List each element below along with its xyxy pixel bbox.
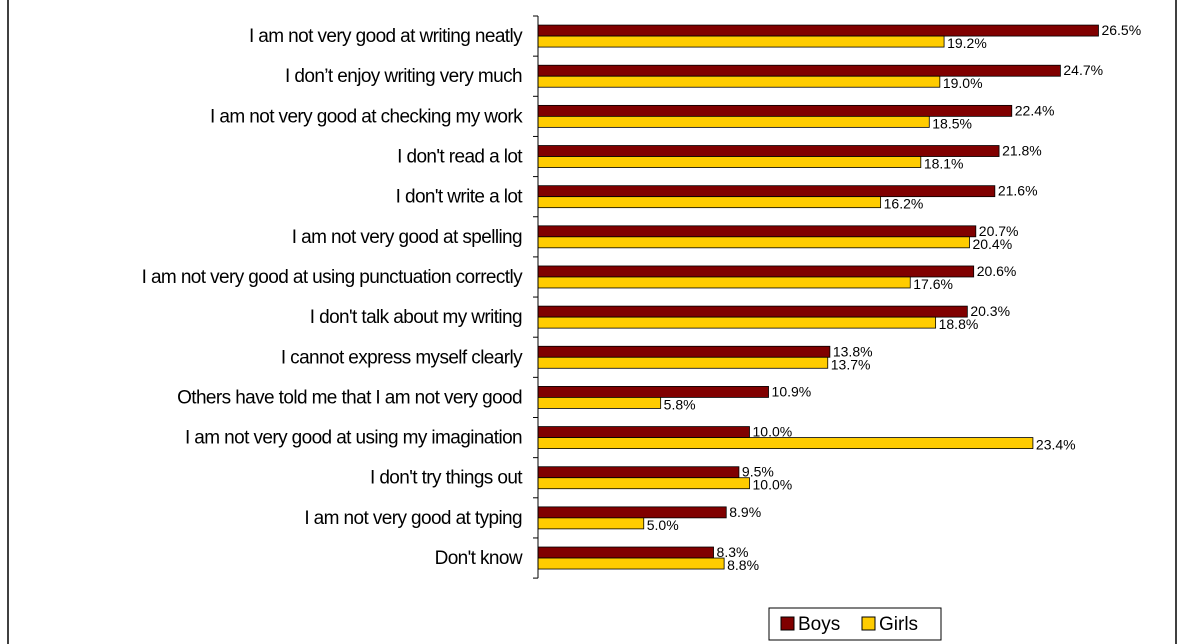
value-labels-layer: 26.5% 19.2% 24.7% 19.0% 22.4% 18.5% 21.8% 18.1%… [647,22,1141,573]
value-label-boys: 26.5% [1101,22,1141,38]
value-label-girls: 16.2% [884,196,924,212]
category-label: I am not very good at spelling [292,227,522,248]
category-label: I am not very good at using my imaginati… [185,428,522,449]
category-label: I don’t enjoy writing very much [285,66,522,87]
category-label: I am not very good at typing [304,508,522,529]
legend-label-boys: Boys [798,614,840,635]
value-label-girls: 8.8% [727,557,759,573]
legend-box [768,607,942,641]
bar-boys [537,225,977,238]
legend-swatch-girls [861,616,876,631]
value-label-girls: 10.0% [753,477,793,493]
value-label-girls: 13.7% [831,356,871,372]
category-label: I don't talk about my writing [310,307,522,328]
bar-girls [537,276,911,289]
bar-girls [537,356,829,369]
bar-girls [537,236,970,249]
bar-boys [537,24,1099,37]
y-axis [533,15,539,579]
value-label-boys: 22.4% [1015,102,1055,118]
bar-boys [537,426,750,438]
bar-boys [537,506,727,519]
bar-boys [537,386,769,398]
bar-girls [537,316,937,329]
legend-label-girls: Girls [879,614,918,635]
bar-boys [537,546,714,559]
bar-boys [537,185,996,198]
category-label: I am not very good at using punctuation … [142,267,523,288]
value-label-girls: 5.0% [647,517,679,533]
value-label-boys: 8.9% [729,504,761,520]
value-label-boys: 21.6% [998,183,1038,199]
value-label-boys: 21.8% [1002,143,1042,159]
value-label-boys: 20.7% [979,223,1019,239]
legend-swatch-boys [780,616,795,631]
value-label-boys: 24.7% [1063,62,1103,78]
value-label-girls: 19.0% [943,75,983,91]
value-label-boys: 13.8% [833,343,873,359]
value-label-boys: 9.5% [742,464,774,480]
bar-boys [537,466,740,479]
chart-border [7,0,1177,644]
value-label-boys: 20.6% [977,263,1017,279]
category-label: I don't write a lot [396,187,524,208]
category-label: I don't try things out [370,468,523,489]
value-label-girls: 18.8% [939,316,979,332]
value-label-girls: 18.5% [932,115,972,131]
value-label-boys: 8.3% [717,544,749,560]
value-label-girls: 19.2% [947,35,987,51]
bar-girls [537,35,945,48]
value-label-girls: 17.6% [913,276,953,292]
bar-girls [537,397,662,409]
value-label-girls: 23.4% [1036,437,1076,453]
category-label: I cannot express myself clearly [281,347,523,368]
bar-boys [537,305,968,318]
bar-boys [537,345,831,358]
category-label: Don't know [435,548,523,569]
bar-girls [537,557,725,570]
category-label: I am not very good at writing neatly [249,26,523,47]
bar-boys [537,265,975,278]
category-label: Others have told me that I am not very g… [177,387,522,408]
bar-girls [537,115,930,128]
category-labels-layer: I am not very good at writing neatly I do… [142,26,524,569]
value-label-girls: 18.1% [924,156,964,172]
value-label-boys: 10.9% [772,383,812,399]
legend: Boys Girls [768,607,942,641]
category-label: I am not very good at checking my work [210,106,523,127]
value-label-girls: 20.4% [972,236,1012,252]
value-label-boys: 20.3% [970,303,1010,319]
value-label-boys: 10.0% [753,424,793,440]
category-label: I don't read a lot [397,147,523,168]
bar-girls [537,156,922,168]
bar-girls [537,517,645,530]
bar-girls [537,196,882,209]
bar-girls [537,75,941,88]
bar-girls [537,477,750,490]
value-label-girls: 5.8% [664,396,696,412]
